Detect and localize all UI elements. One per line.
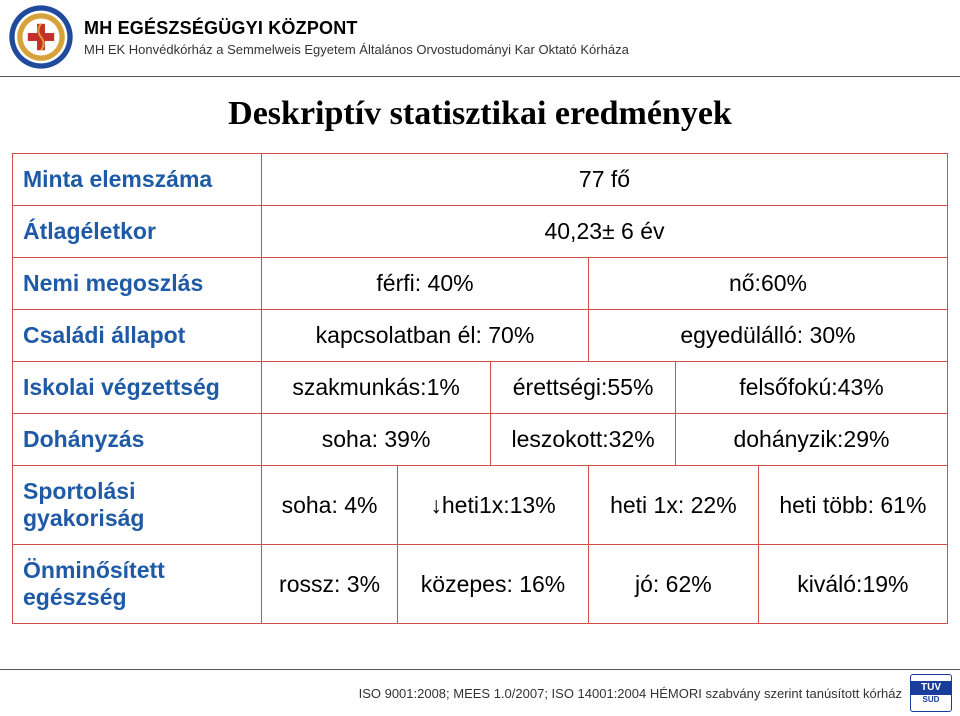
row-value: soha: 39% <box>262 414 491 466</box>
table-row: Családi állapot kapcsolatban él: 70% egy… <box>13 310 948 362</box>
row-label: Sportolási gyakoriság <box>13 466 262 545</box>
stats-table: Minta elemszáma 77 fő Átlagéletkor 40,23… <box>12 153 948 624</box>
footer-text: ISO 9001:2008; MEES 1.0/2007; ISO 14001:… <box>359 686 902 701</box>
row-value: heti több: 61% <box>758 466 947 545</box>
row-value: kapcsolatban él: 70% <box>262 310 589 362</box>
row-value: egyedülálló: 30% <box>588 310 947 362</box>
footer-bar: ISO 9001:2008; MEES 1.0/2007; ISO 14001:… <box>0 669 960 716</box>
row-value: dohányzik:29% <box>675 414 947 466</box>
tuv-bot-label: SUD <box>911 695 951 705</box>
row-value: férfi: 40% <box>262 258 589 310</box>
row-label: Önminősített egészség <box>13 545 262 624</box>
row-value: heti 1x: 22% <box>588 466 758 545</box>
row-value: 77 fő <box>262 154 948 206</box>
table-row: Minta elemszáma 77 fő <box>13 154 948 206</box>
row-value: felsőfokú:43% <box>675 362 947 414</box>
slide-title: Deskriptív statisztikai eredmények <box>0 95 960 133</box>
org-subtitle: MH EK Honvédkórház a Semmelweis Egyetem … <box>84 42 952 57</box>
row-value: ↓heti1x:13% <box>398 466 589 545</box>
table-row: Dohányzás soha: 39% leszokott:32% dohány… <box>13 414 948 466</box>
row-label: Minta elemszáma <box>13 154 262 206</box>
slide-root: MH EGÉSZSÉGÜGYI KÖZPONT MH EK Honvédkórh… <box>0 0 960 716</box>
org-title: MH EGÉSZSÉGÜGYI KÖZPONT <box>84 18 952 39</box>
row-label: Nemi megoszlás <box>13 258 262 310</box>
row-label: Családi állapot <box>13 310 262 362</box>
header-bar: MH EGÉSZSÉGÜGYI KÖZPONT MH EK Honvédkórh… <box>0 0 960 77</box>
row-value: jó: 62% <box>588 545 758 624</box>
table-row: Átlagéletkor 40,23± 6 év <box>13 206 948 258</box>
table-wrapper: Minta elemszáma 77 fő Átlagéletkor 40,23… <box>0 153 960 624</box>
row-value: nő:60% <box>588 258 947 310</box>
row-value: soha: 4% <box>262 466 398 545</box>
table-row: Sportolási gyakoriság soha: 4% ↓heti1x:1… <box>13 466 948 545</box>
org-logo-icon <box>8 4 74 70</box>
row-value: 40,23± 6 év <box>262 206 948 258</box>
row-value: rossz: 3% <box>262 545 398 624</box>
row-label: Dohányzás <box>13 414 262 466</box>
table-row: Nemi megoszlás férfi: 40% nő:60% <box>13 258 948 310</box>
tuv-top-label: TUV <box>911 681 951 695</box>
row-value: közepes: 16% <box>398 545 589 624</box>
row-value: szakmunkás:1% <box>262 362 491 414</box>
row-value: érettségi:55% <box>491 362 676 414</box>
row-label: Átlagéletkor <box>13 206 262 258</box>
row-value: leszokott:32% <box>491 414 676 466</box>
row-label: Iskolai végzettség <box>13 362 262 414</box>
tuv-badge-icon: TUV SUD <box>910 674 952 712</box>
table-row: Iskolai végzettség szakmunkás:1% érettsé… <box>13 362 948 414</box>
row-value: kiváló:19% <box>758 545 947 624</box>
org-text-block: MH EGÉSZSÉGÜGYI KÖZPONT MH EK Honvédkórh… <box>84 18 952 57</box>
table-row: Önminősített egészség rossz: 3% közepes:… <box>13 545 948 624</box>
